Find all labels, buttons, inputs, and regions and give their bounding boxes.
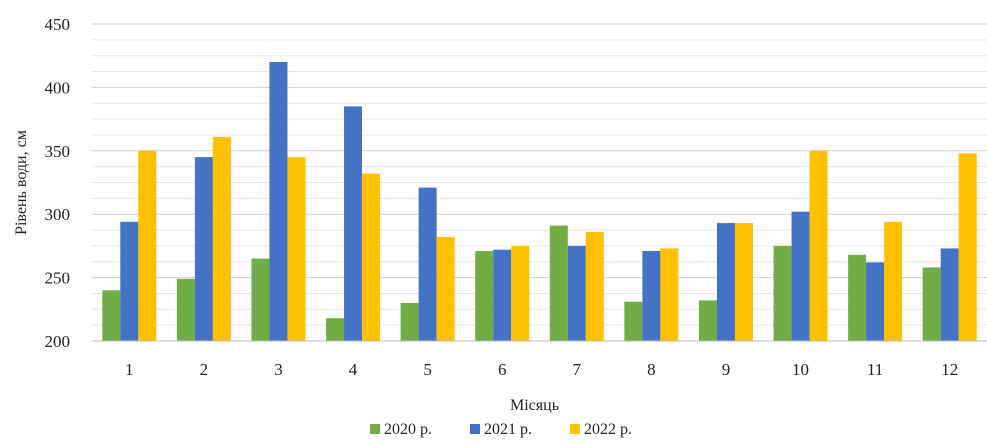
bar-3-9 — [734, 223, 753, 341]
bar-2-4 — [344, 106, 363, 341]
legend-label: 2020 р. — [384, 421, 432, 438]
legend-swatch — [570, 424, 580, 434]
bar-2-12 — [940, 248, 959, 341]
x-tick-label: 2 — [200, 360, 209, 379]
x-tick-label: 6 — [498, 360, 507, 379]
bar-3-1 — [138, 150, 157, 341]
x-tick-label: 5 — [423, 360, 432, 379]
bar-1-12 — [922, 267, 941, 341]
bar-1-4 — [326, 318, 345, 341]
y-tick-label: 450 — [45, 15, 71, 34]
bar-2-9 — [716, 223, 735, 341]
x-tick-label: 11 — [867, 360, 883, 379]
legend-swatch — [470, 424, 480, 434]
bar-2-7 — [567, 245, 586, 341]
x-tick-label: 7 — [573, 360, 582, 379]
x-tick-label: 1 — [125, 360, 134, 379]
bar-3-6 — [511, 245, 530, 341]
bar-2-10 — [791, 211, 810, 341]
bar-1-8 — [624, 301, 643, 341]
y-tick-label: 350 — [45, 142, 71, 161]
y-tick-label: 200 — [45, 332, 71, 351]
bar-3-10 — [809, 150, 828, 341]
x-tick-label: 9 — [722, 360, 731, 379]
bar-1-7 — [549, 225, 568, 341]
legend-label: 2021 р. — [484, 421, 532, 438]
bar-3-5 — [436, 237, 455, 341]
bars — [102, 62, 977, 341]
x-tick-label: 4 — [349, 360, 358, 379]
y-tick-label: 300 — [45, 205, 71, 224]
bar-2-2 — [194, 157, 213, 341]
bar-1-10 — [773, 245, 792, 341]
bar-2-8 — [642, 250, 661, 341]
bar-1-6 — [475, 250, 494, 341]
x-axis-title: Місяць — [510, 397, 559, 414]
bar-2-11 — [866, 262, 885, 341]
bar-2-5 — [418, 187, 437, 341]
x-tick-label: 3 — [274, 360, 283, 379]
bar-1-9 — [698, 300, 717, 341]
bar-3-2 — [212, 136, 231, 341]
x-tick-label: 10 — [792, 360, 809, 379]
x-tick-label: 8 — [647, 360, 656, 379]
legend: 2020 р. 2021 р. 2022 р. — [370, 421, 632, 438]
y-tick-label: 400 — [45, 78, 71, 97]
bar-1-1 — [102, 290, 121, 341]
y-axis-ticks: 200 250 300 350 400 450 — [45, 15, 71, 351]
y-axis-title: Рівень води, см — [13, 130, 30, 235]
bar-3-3 — [287, 157, 306, 341]
gridlines — [92, 23, 987, 326]
x-axis-ticks: 1 2 3 4 5 6 7 8 9 10 11 12 — [125, 360, 958, 379]
bar-3-4 — [362, 173, 381, 341]
bar-3-12 — [958, 153, 977, 341]
y-tick-label: 250 — [45, 269, 71, 288]
bar-1-2 — [176, 278, 195, 341]
bar-2-3 — [269, 62, 288, 341]
bar-2-6 — [493, 249, 512, 341]
bar-1-11 — [848, 254, 867, 341]
bar-2-1 — [120, 221, 139, 341]
x-tick-label: 12 — [941, 360, 958, 379]
legend-swatch — [370, 424, 380, 434]
legend-label: 2022 р. — [584, 421, 632, 438]
bar-1-5 — [400, 302, 419, 341]
bar-3-8 — [660, 248, 679, 341]
bar-3-7 — [585, 231, 604, 341]
bar-3-11 — [884, 221, 903, 341]
bar-1-3 — [251, 258, 270, 341]
